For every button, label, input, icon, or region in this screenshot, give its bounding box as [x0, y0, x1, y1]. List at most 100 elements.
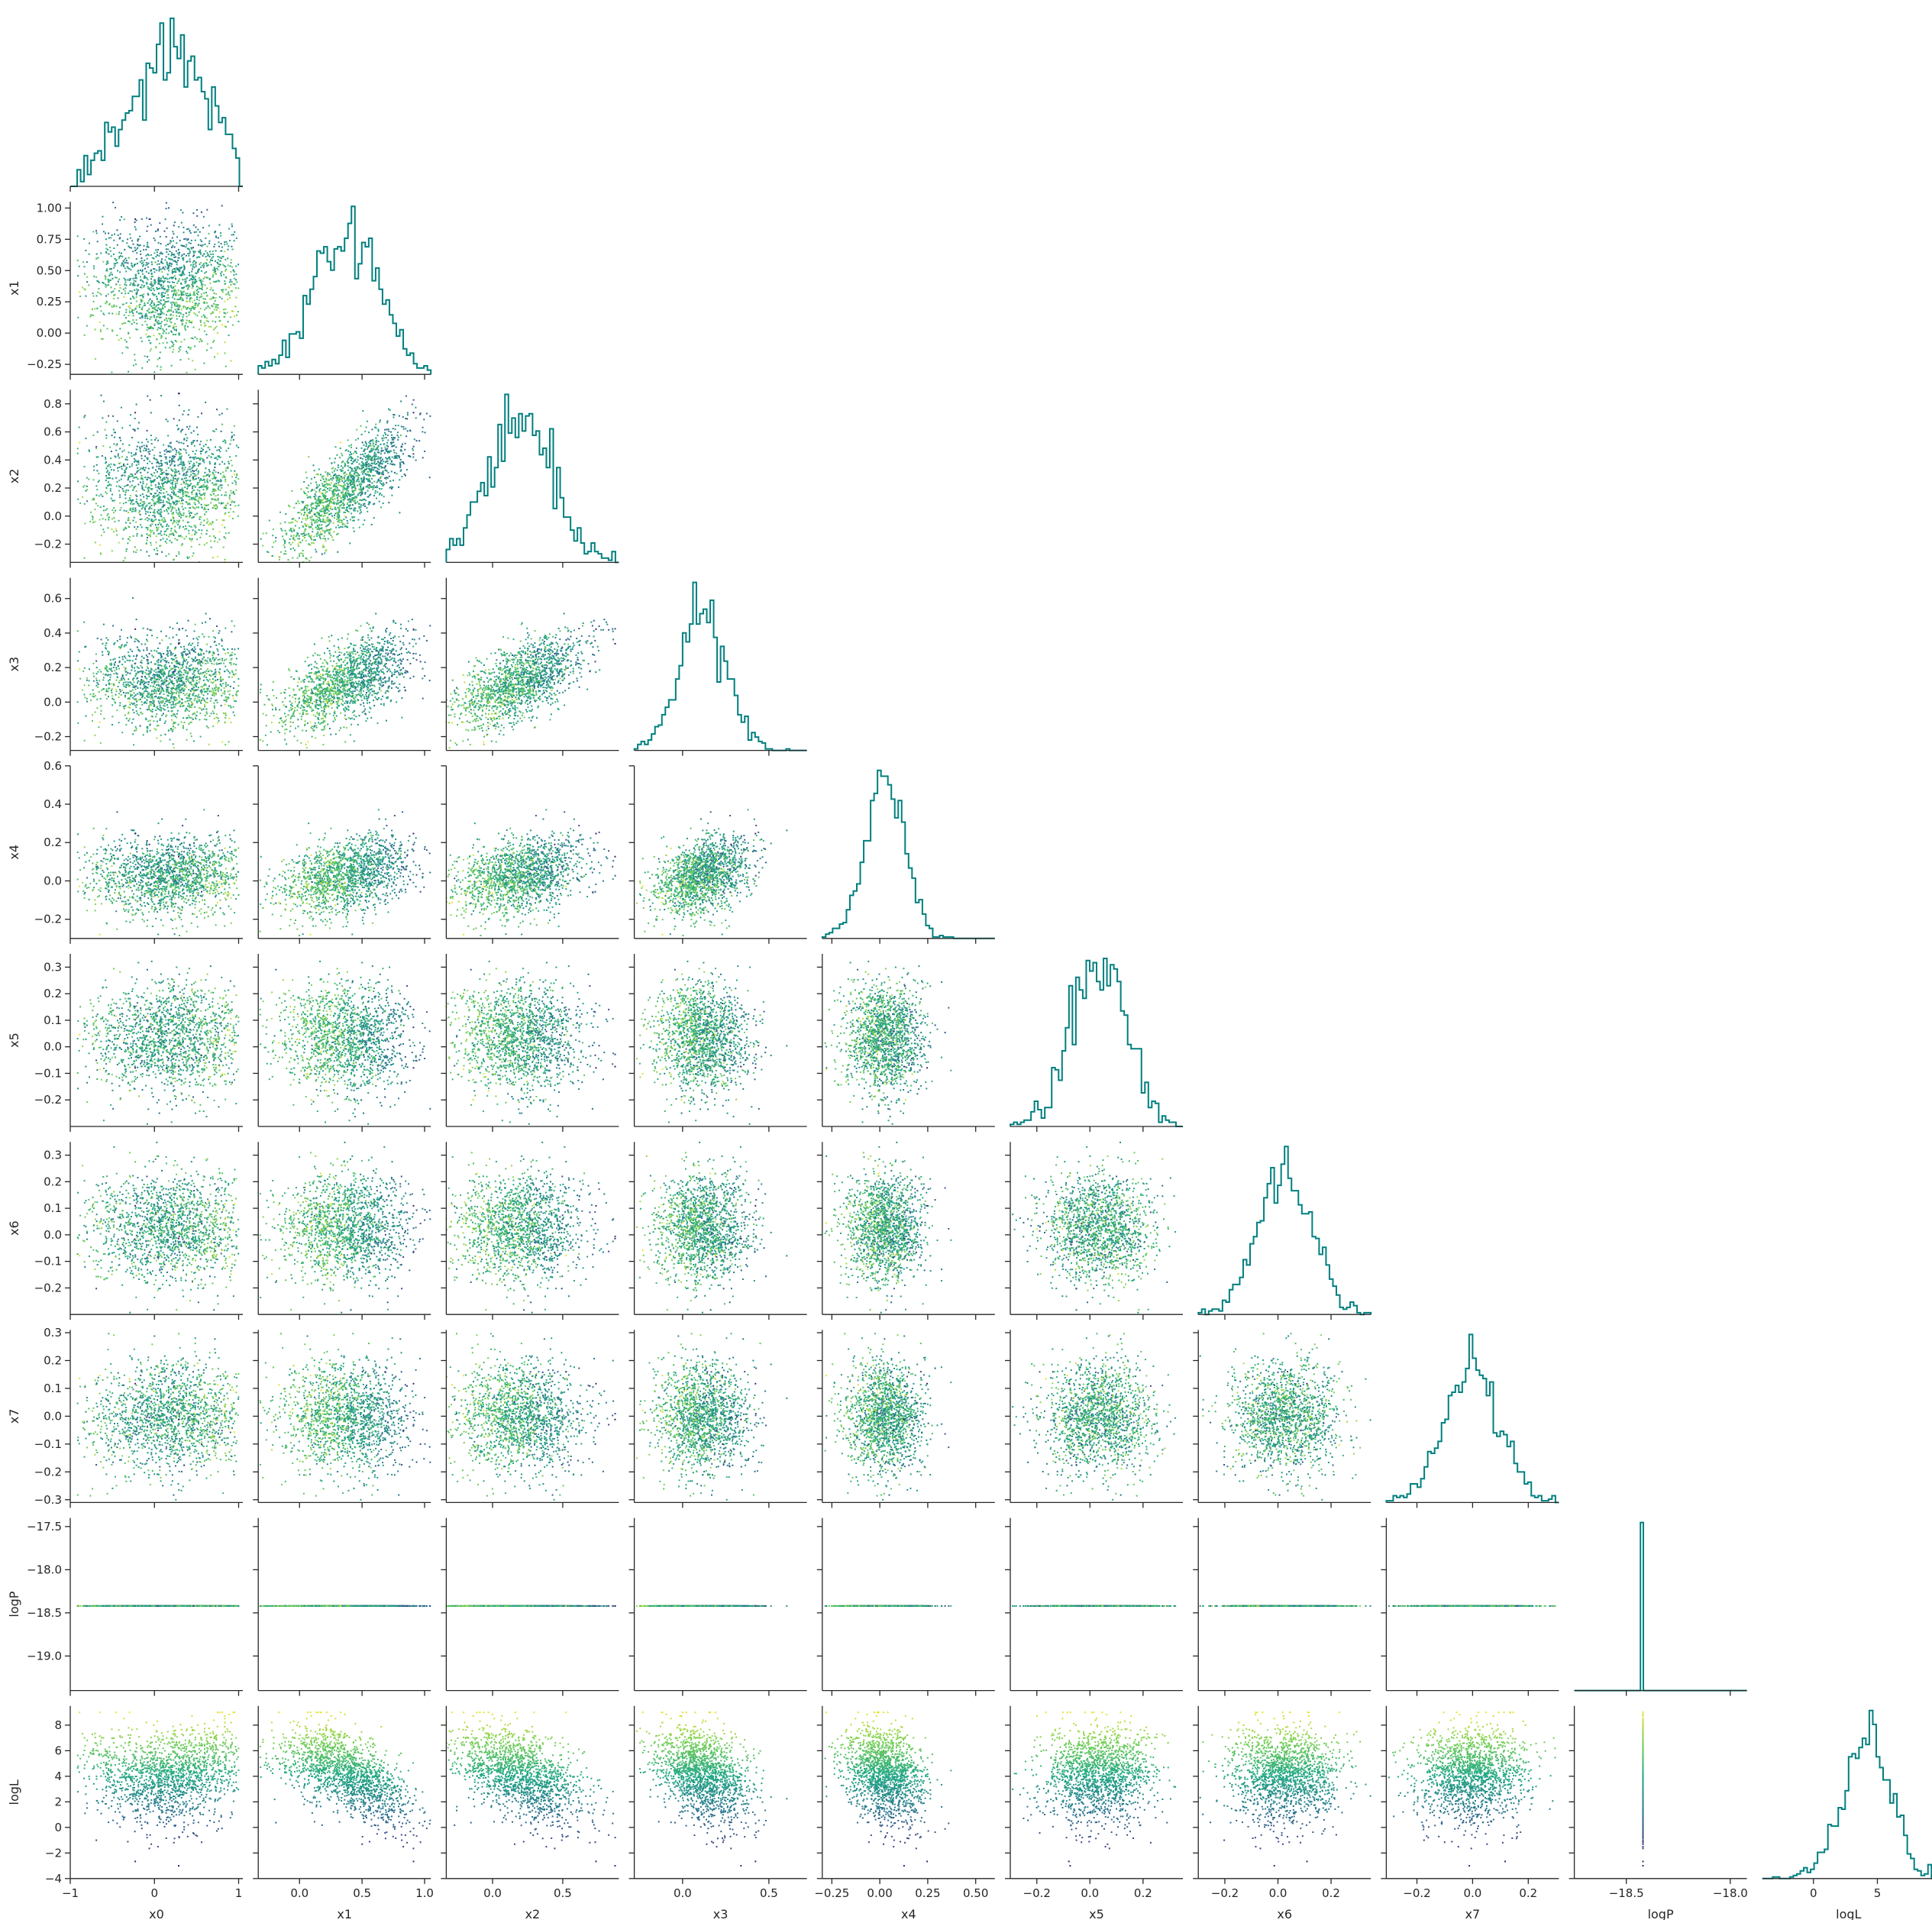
point [219, 257, 221, 258]
point [150, 254, 152, 256]
point [123, 289, 124, 290]
point [186, 297, 188, 299]
point [207, 295, 208, 296]
point [137, 238, 139, 240]
point [134, 322, 135, 323]
point [222, 256, 224, 257]
point [166, 262, 168, 263]
point [162, 305, 163, 306]
point [174, 247, 176, 248]
point [180, 313, 182, 315]
y-tick-label: 1.00 [37, 201, 62, 215]
point [183, 316, 184, 318]
point [229, 297, 231, 299]
point [189, 308, 190, 309]
point [199, 312, 200, 313]
point [151, 261, 153, 263]
point [195, 280, 196, 281]
point [228, 287, 230, 289]
point [142, 296, 144, 297]
panel-x1-vs-x1 [258, 206, 431, 380]
point [231, 284, 232, 286]
point [225, 289, 227, 290]
point [134, 250, 136, 251]
point [93, 466, 95, 467]
point [205, 250, 206, 252]
point [130, 278, 131, 280]
point [158, 304, 160, 305]
point [173, 325, 175, 327]
point [221, 243, 222, 244]
point [97, 292, 99, 293]
point [215, 293, 217, 295]
point [201, 241, 202, 242]
point [218, 259, 219, 260]
point [190, 264, 192, 266]
point [231, 290, 232, 292]
point [209, 279, 211, 280]
point [166, 324, 167, 325]
point [172, 296, 173, 298]
point [166, 314, 167, 315]
point [220, 273, 221, 274]
point [134, 247, 136, 248]
point [172, 342, 173, 344]
point [84, 335, 86, 336]
point [194, 260, 195, 262]
point [96, 308, 98, 309]
point [224, 241, 225, 243]
point [133, 365, 134, 367]
point [163, 267, 164, 268]
point [131, 264, 133, 266]
point [140, 261, 141, 263]
point [180, 209, 182, 211]
point [140, 318, 141, 319]
point [194, 267, 195, 268]
point [111, 234, 113, 236]
point [147, 242, 148, 244]
point [226, 243, 228, 244]
point [124, 218, 125, 220]
point [157, 249, 159, 250]
point [205, 334, 207, 335]
point [192, 262, 194, 263]
point [172, 238, 173, 239]
point [153, 271, 155, 273]
point [223, 309, 225, 310]
point [213, 329, 215, 331]
point [105, 263, 107, 265]
point [136, 294, 137, 296]
point [231, 246, 232, 247]
point [192, 281, 193, 283]
point [159, 268, 160, 270]
point [85, 289, 86, 290]
point [173, 233, 174, 234]
point [166, 458, 167, 460]
point [129, 481, 131, 483]
point [141, 519, 143, 520]
point [214, 267, 215, 268]
point [147, 258, 148, 260]
point [193, 327, 195, 328]
point [176, 262, 178, 263]
point [235, 273, 237, 275]
point [163, 313, 165, 315]
point [214, 244, 215, 245]
point [124, 249, 125, 250]
point [126, 302, 128, 304]
point [179, 347, 180, 349]
point [102, 261, 104, 263]
point [177, 260, 179, 261]
point [209, 283, 211, 284]
point [121, 292, 122, 294]
point [107, 263, 108, 264]
point [215, 297, 217, 299]
point [139, 306, 141, 308]
point [157, 263, 158, 265]
point [208, 225, 210, 227]
point [147, 324, 148, 325]
point [207, 252, 208, 254]
point [170, 302, 172, 303]
point [196, 257, 198, 258]
